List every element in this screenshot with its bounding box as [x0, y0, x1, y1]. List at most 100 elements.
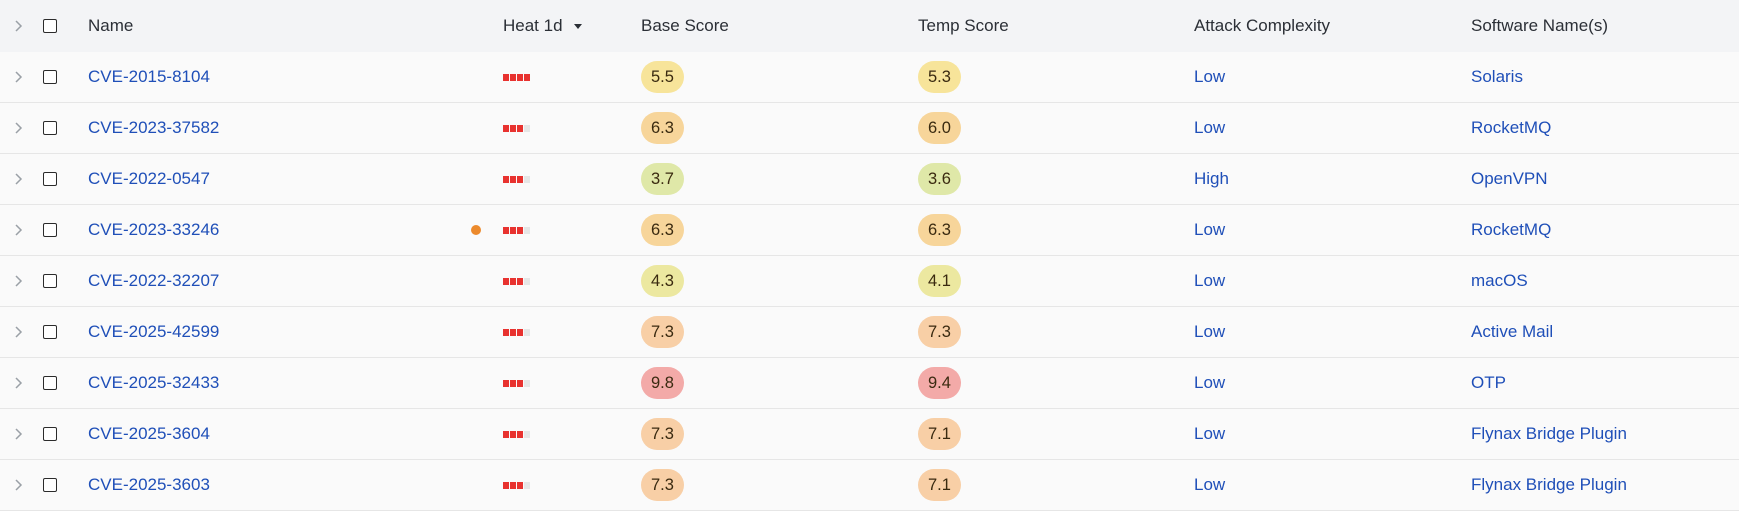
row-checkbox[interactable] [40, 256, 60, 306]
attack-complexity-link[interactable]: Low [1194, 424, 1226, 443]
temp-score-badge: 6.3 [918, 214, 961, 246]
attack-complexity-link[interactable]: Low [1194, 118, 1226, 137]
temp-score-badge: 4.1 [918, 265, 961, 297]
column-header-name[interactable]: Name [88, 0, 133, 52]
row-expand-toggle[interactable] [8, 256, 28, 306]
heat-segment [503, 226, 509, 234]
cve-name-link[interactable]: CVE-2025-3603 [88, 475, 210, 494]
heat-segment [517, 226, 523, 234]
column-header-software[interactable]: Software Name(s) [1471, 0, 1608, 52]
cve-name-link[interactable]: CVE-2023-37582 [88, 118, 220, 137]
cve-name-link[interactable]: CVE-2022-32207 [88, 271, 220, 290]
table-row: CVE-2025-3603 7.3 7.1 Low Flynax Bridge … [0, 460, 1739, 511]
table-row: CVE-2015-8104 5.5 5.3 Low Solaris [0, 52, 1739, 103]
status-dot-icon [471, 225, 481, 235]
cve-name-link[interactable]: CVE-2015-8104 [88, 67, 210, 86]
heat-segment [510, 73, 516, 81]
row-checkbox[interactable] [40, 154, 60, 204]
cve-name-link[interactable]: CVE-2025-3604 [88, 424, 210, 443]
column-header-temp-score-label: Temp Score [918, 16, 1009, 35]
base-score-badge: 9.8 [641, 367, 684, 399]
heat-segment [524, 430, 530, 438]
software-name-link[interactable]: OTP [1471, 373, 1506, 392]
base-score-badge: 4.3 [641, 265, 684, 297]
software-name-link[interactable]: OpenVPN [1471, 169, 1548, 188]
software-name-link[interactable]: RocketMQ [1471, 220, 1552, 239]
row-expand-toggle[interactable] [8, 52, 28, 102]
heat-segment [517, 73, 523, 81]
row-checkbox[interactable] [40, 409, 60, 459]
cve-name-link[interactable]: CVE-2023-33246 [88, 220, 220, 239]
heat-segment [517, 277, 523, 285]
row-checkbox[interactable] [40, 307, 60, 357]
heat-segment [524, 277, 530, 285]
software-name-link[interactable]: RocketMQ [1471, 118, 1552, 137]
software-name-link[interactable]: Active Mail [1471, 322, 1554, 341]
table-row: CVE-2022-0547 3.7 3.6 High OpenVPN [0, 154, 1739, 205]
row-expand-toggle[interactable] [8, 307, 28, 357]
temp-score-badge: 7.1 [918, 418, 961, 450]
row-expand-toggle[interactable] [8, 103, 28, 153]
attack-complexity-link[interactable]: Low [1194, 322, 1226, 341]
row-checkbox[interactable] [40, 358, 60, 408]
attack-complexity-link[interactable]: Low [1194, 271, 1226, 290]
row-checkbox[interactable] [40, 205, 60, 255]
heat-indicator [503, 73, 530, 81]
software-name-link[interactable]: Solaris [1471, 67, 1523, 86]
checkbox-box [43, 325, 57, 339]
heat-segment [524, 175, 530, 183]
heat-segment [524, 124, 530, 132]
row-expand-toggle[interactable] [8, 460, 28, 510]
base-score-badge: 6.3 [641, 214, 684, 246]
base-score-badge: 6.3 [641, 112, 684, 144]
heat-segment [517, 328, 523, 336]
chevron-right-icon [15, 224, 23, 236]
temp-score-badge: 6.0 [918, 112, 961, 144]
row-checkbox[interactable] [40, 52, 60, 102]
attack-complexity-link[interactable]: High [1194, 169, 1229, 188]
row-checkbox[interactable] [40, 460, 60, 510]
row-checkbox[interactable] [40, 103, 60, 153]
row-expand-toggle[interactable] [8, 154, 28, 204]
row-expand-toggle[interactable] [8, 358, 28, 408]
software-name-link[interactable]: macOS [1471, 271, 1528, 290]
attack-complexity-link[interactable]: Low [1194, 220, 1226, 239]
software-name-link[interactable]: Flynax Bridge Plugin [1471, 424, 1627, 443]
column-header-temp-score[interactable]: Temp Score [918, 0, 1009, 52]
column-header-base-score[interactable]: Base Score [641, 0, 729, 52]
cve-name-link[interactable]: CVE-2025-32433 [88, 373, 220, 392]
row-expand-toggle[interactable] [8, 205, 28, 255]
select-all-checkbox[interactable] [40, 0, 60, 52]
heat-segment [503, 328, 509, 336]
column-header-heat[interactable]: Heat 1d [503, 0, 583, 52]
heat-segment [503, 481, 509, 489]
heat-segment [503, 277, 509, 285]
table-row: CVE-2025-42599 7.3 7.3 Low Active Mail [0, 307, 1739, 358]
heat-segment [503, 73, 509, 81]
column-header-attack-complexity[interactable]: Attack Complexity [1194, 0, 1330, 52]
row-expand-toggle[interactable] [8, 409, 28, 459]
heat-indicator [503, 124, 530, 132]
table-row: CVE-2023-37582 6.3 6.0 Low RocketMQ [0, 103, 1739, 154]
temp-score-badge: 7.3 [918, 316, 961, 348]
heat-segment [510, 430, 516, 438]
sort-descending-icon [573, 24, 582, 29]
heat-indicator [503, 379, 530, 387]
table-body: CVE-2015-8104 5.5 5.3 Low Solaris CVE-20… [0, 52, 1739, 511]
heat-segment [524, 226, 530, 234]
heat-segment [503, 175, 509, 183]
expand-all-toggle[interactable] [8, 0, 28, 52]
checkbox-box [43, 70, 57, 84]
temp-score-badge: 5.3 [918, 61, 961, 93]
heat-indicator [503, 481, 530, 489]
cve-name-link[interactable]: CVE-2022-0547 [88, 169, 210, 188]
chevron-right-icon [15, 428, 23, 440]
cve-name-link[interactable]: CVE-2025-42599 [88, 322, 220, 341]
software-name-link[interactable]: Flynax Bridge Plugin [1471, 475, 1627, 494]
checkbox-box [43, 19, 57, 33]
attack-complexity-link[interactable]: Low [1194, 373, 1226, 392]
attack-complexity-link[interactable]: Low [1194, 67, 1226, 86]
attack-complexity-link[interactable]: Low [1194, 475, 1226, 494]
table-row: CVE-2025-3604 7.3 7.1 Low Flynax Bridge … [0, 409, 1739, 460]
